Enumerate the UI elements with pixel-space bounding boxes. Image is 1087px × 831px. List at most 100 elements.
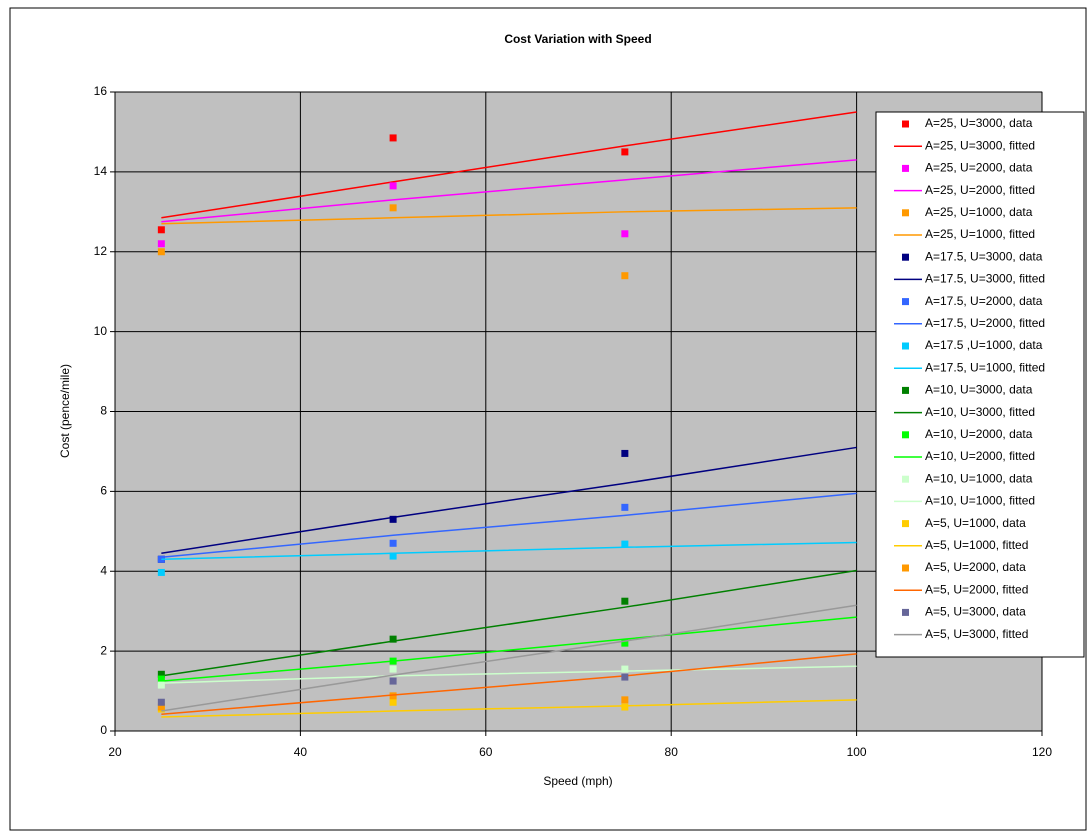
legend-label: A=25, U=1000, data xyxy=(925,205,1033,219)
x-tick-label: 20 xyxy=(108,745,122,759)
legend-marker xyxy=(902,608,909,616)
x-axis-label: Speed (mph) xyxy=(543,774,612,788)
legend-label: A=5, U=2000, data xyxy=(925,560,1026,574)
data-point xyxy=(389,182,397,190)
legend-marker xyxy=(902,475,909,483)
data-point xyxy=(389,635,397,643)
fitted-line xyxy=(161,159,857,223)
y-tick-label: 0 xyxy=(100,723,107,737)
y-tick-label: 2 xyxy=(100,643,107,657)
legend-label: A=10, U=3000, fitted xyxy=(925,405,1035,419)
legend: A=25, U=3000, data A=25, U=3000, fitted A=… xyxy=(875,111,1085,658)
fitted-line xyxy=(161,665,857,684)
legend-marker xyxy=(902,386,909,394)
data-point xyxy=(621,449,629,457)
legend-label: A=17.5, U=3000, fitted xyxy=(925,272,1045,286)
data-point xyxy=(621,665,629,673)
fitted-line xyxy=(161,569,857,677)
legend-label: A=25, U=3000, data xyxy=(925,116,1033,130)
fitted-line xyxy=(161,111,857,219)
x-tick-label: 100 xyxy=(847,745,867,759)
data-point xyxy=(621,540,629,548)
legend-label: A=17.5, U=1000, fitted xyxy=(925,360,1045,374)
data-point xyxy=(389,698,397,706)
legend-label: A=25, U=2000, fitted xyxy=(925,183,1035,197)
fitted-line xyxy=(161,207,857,225)
data-point xyxy=(157,248,165,256)
fitted-line xyxy=(161,616,857,682)
data-point xyxy=(157,670,165,678)
legend-label: A=10, U=2000, fitted xyxy=(925,449,1035,463)
y-tick-label: 12 xyxy=(94,244,108,258)
data-point xyxy=(621,639,629,647)
data-point xyxy=(621,696,629,704)
legend-marker xyxy=(902,253,909,261)
legend-box xyxy=(875,111,1085,658)
x-tick-label: 80 xyxy=(665,745,679,759)
data-point xyxy=(389,539,397,547)
legend-label: A=10, U=3000, data xyxy=(925,383,1033,397)
data-point xyxy=(389,692,397,700)
legend-label: A=10, U=1000, fitted xyxy=(925,494,1035,508)
legend-marker xyxy=(902,342,909,350)
legend-label: A=10, U=2000, data xyxy=(925,427,1033,441)
x-tick-label: 60 xyxy=(479,745,493,759)
legend-marker xyxy=(902,298,909,306)
y-tick-label: 8 xyxy=(100,404,107,418)
legend-label: A=5, U=1000, fitted xyxy=(925,538,1028,552)
fitted-line xyxy=(161,492,857,559)
legend-marker xyxy=(902,209,909,217)
y-tick-label: 16 xyxy=(94,84,108,98)
legend-label: A=17.5, U=3000, data xyxy=(925,249,1043,263)
data-point xyxy=(157,568,165,576)
fitted-line xyxy=(161,653,857,715)
data-point xyxy=(621,272,629,280)
data-point xyxy=(389,665,397,673)
legend-label: A=25, U=3000, fitted xyxy=(925,138,1035,152)
y-tick-label: 6 xyxy=(100,484,107,498)
legend-marker xyxy=(902,564,909,572)
data-point xyxy=(621,148,629,156)
data-point xyxy=(621,503,629,511)
data-point xyxy=(621,230,629,238)
fitted-line xyxy=(161,699,857,718)
y-tick-label: 4 xyxy=(100,563,107,577)
data-point xyxy=(389,204,397,212)
legend-label: A=17.5, U=2000, fitted xyxy=(925,316,1045,330)
legend-label: A=5, U=1000, data xyxy=(925,516,1026,530)
legend-label: A=17.5 ,U=1000, data xyxy=(925,338,1043,352)
data-point xyxy=(157,675,165,683)
legend-label: A=25, U=1000, fitted xyxy=(925,227,1035,241)
data-point xyxy=(621,597,629,605)
data-point xyxy=(157,698,165,706)
legend-label: A=5, U=3000, fitted xyxy=(925,627,1028,641)
fitted-line xyxy=(161,446,857,555)
x-tick-label: 40 xyxy=(294,745,308,759)
y-tick-label: 14 xyxy=(94,164,108,178)
legend-marker xyxy=(902,520,909,528)
data-point xyxy=(621,703,629,711)
legend-marker xyxy=(902,431,909,439)
y-axis-label: Cost (pence/mile) xyxy=(58,364,72,458)
data-point xyxy=(389,552,397,560)
legend-label: A=5, U=2000, fitted xyxy=(925,582,1028,596)
fitted-line xyxy=(161,541,857,561)
data-point xyxy=(157,226,165,234)
data-point xyxy=(389,515,397,523)
legend-marker xyxy=(902,120,909,128)
x-tick-label: 120 xyxy=(1032,745,1052,759)
legend-label: A=10, U=1000, data xyxy=(925,471,1033,485)
legend-marker xyxy=(902,164,909,172)
marks xyxy=(157,111,857,718)
y-tick-label: 10 xyxy=(94,324,108,338)
data-point xyxy=(157,703,165,711)
legend-label: A=17.5, U=2000, data xyxy=(925,294,1043,308)
fitted-line xyxy=(161,604,857,712)
data-point xyxy=(157,240,165,248)
legend-label: A=5, U=3000, data xyxy=(925,605,1026,619)
data-point xyxy=(389,677,397,685)
data-point xyxy=(157,681,165,689)
data-point xyxy=(621,673,629,681)
data-point xyxy=(389,134,397,142)
